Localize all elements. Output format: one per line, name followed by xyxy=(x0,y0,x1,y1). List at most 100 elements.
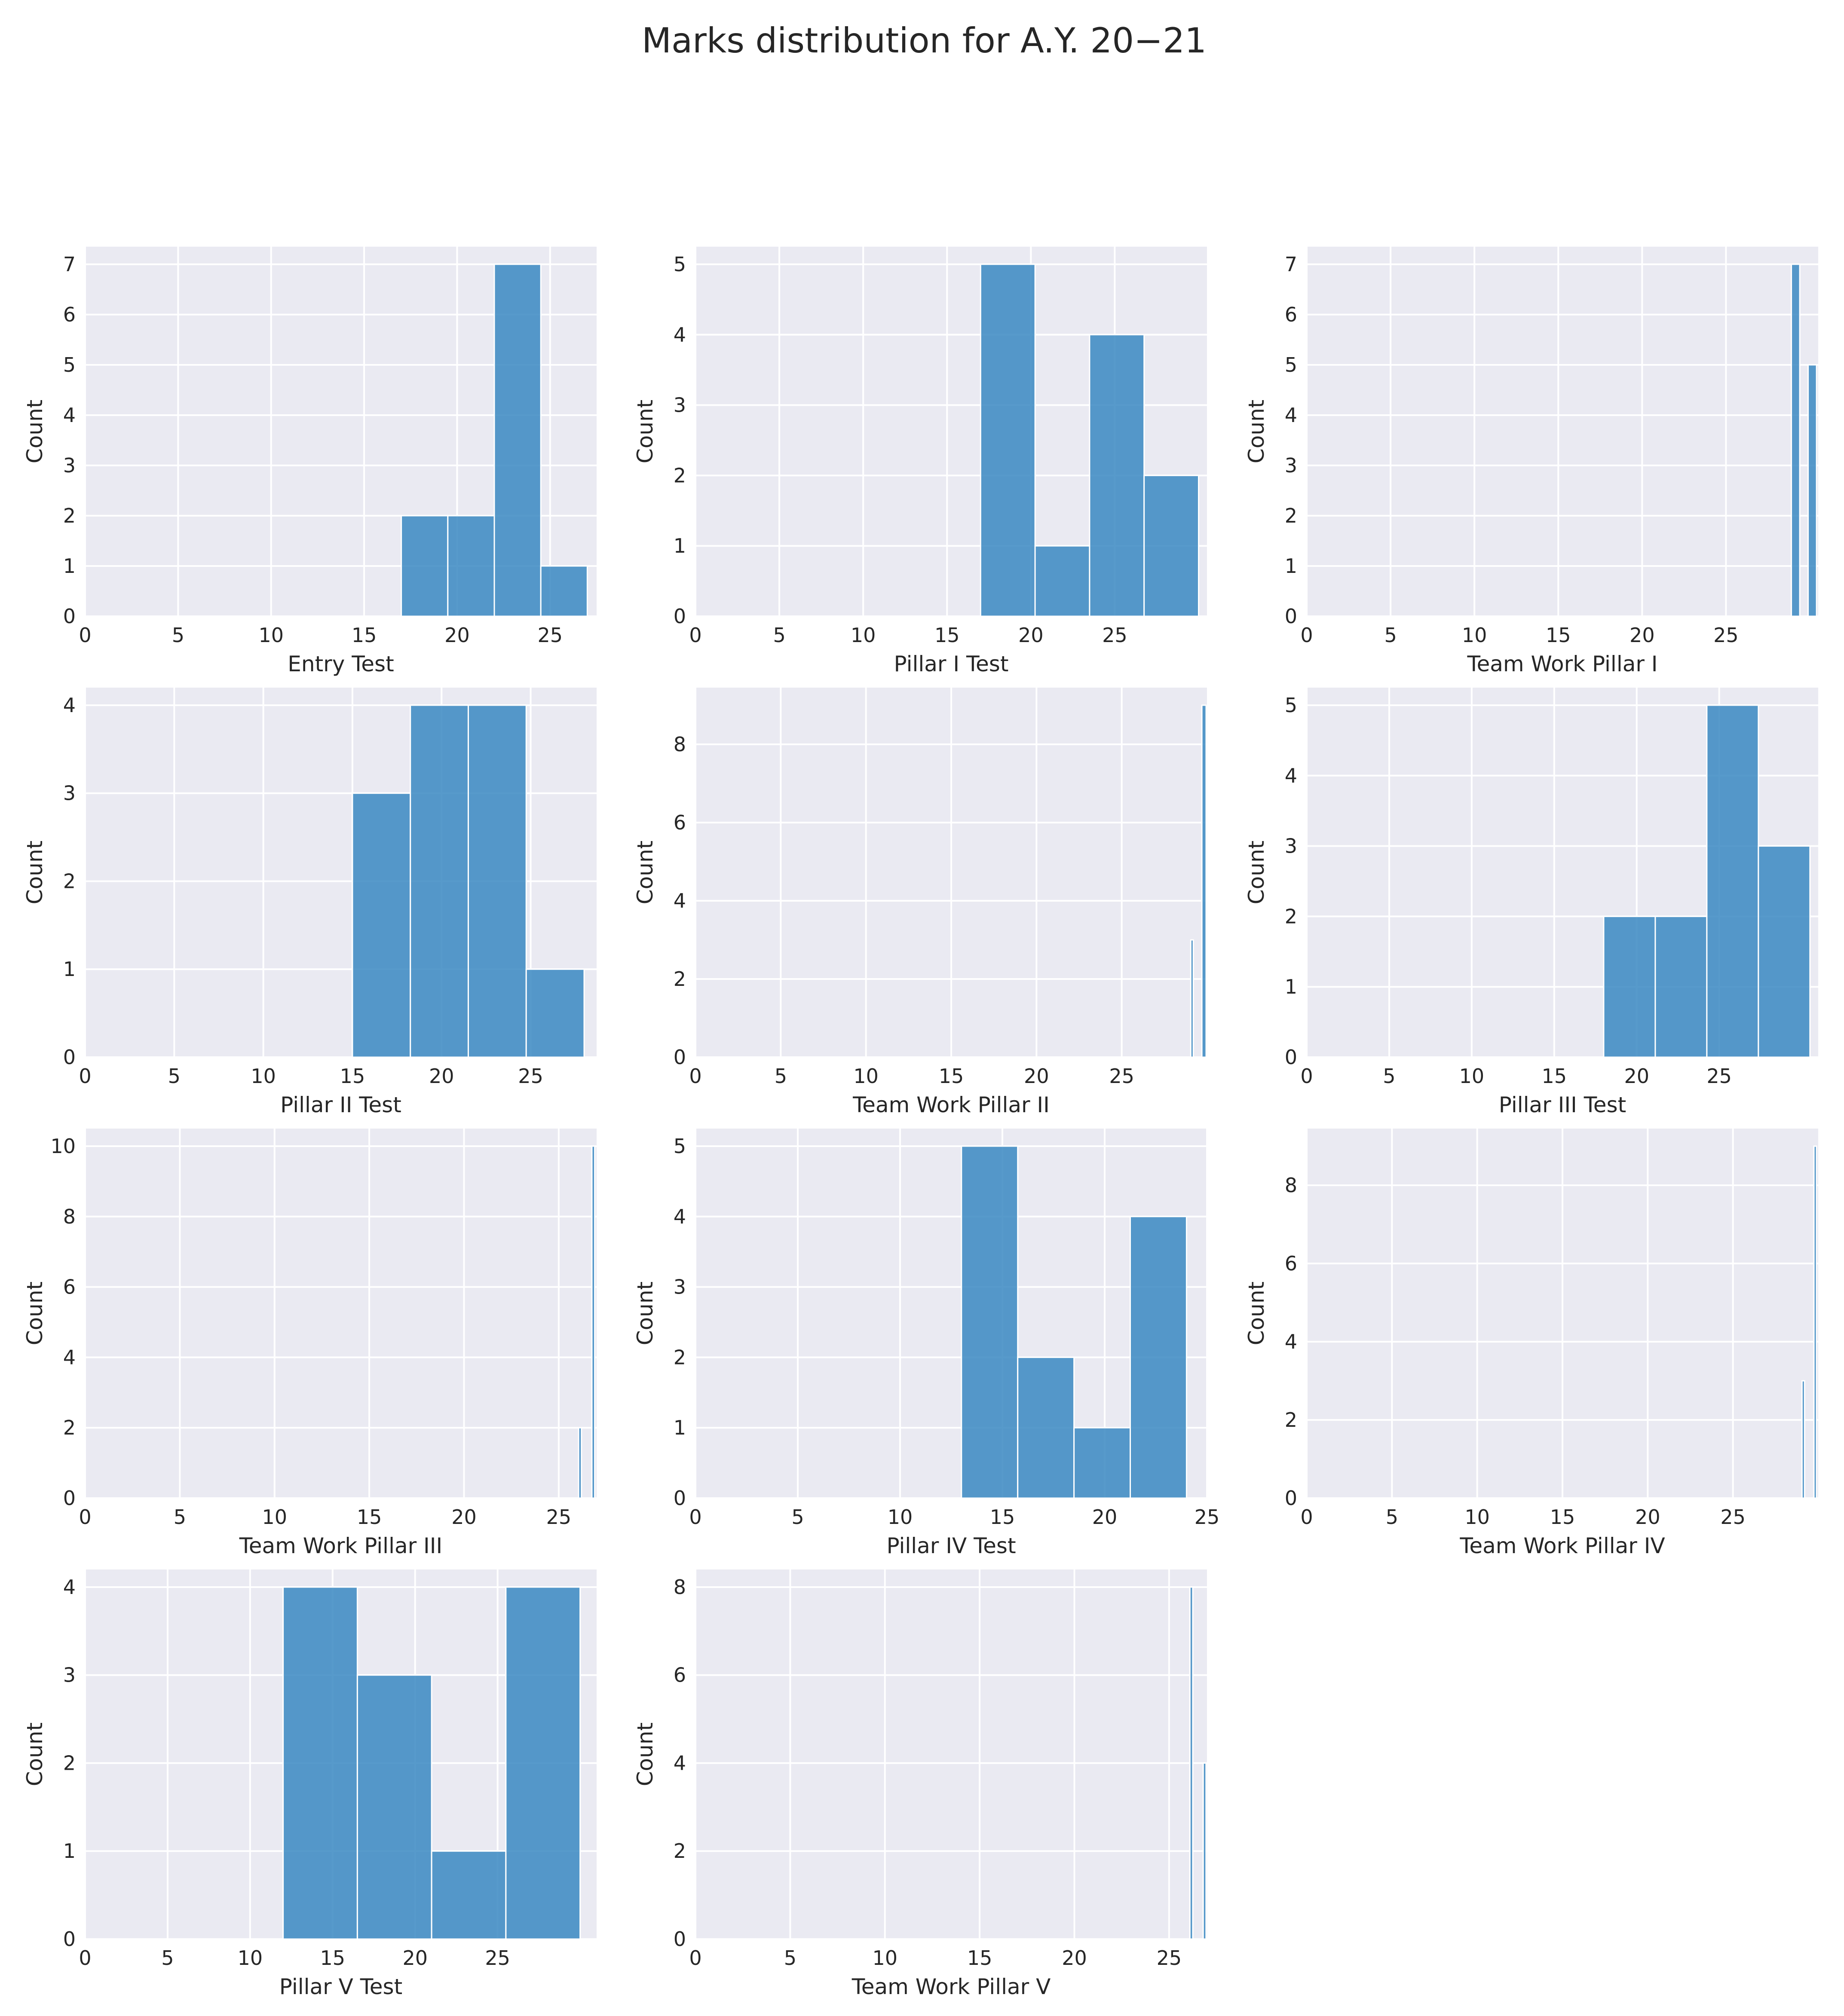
x-tick-label: 15 xyxy=(990,1505,1015,1529)
y-tick-label: 2 xyxy=(63,869,76,893)
histogram-bar xyxy=(1017,1356,1075,1499)
histogram-bar xyxy=(505,1586,581,1940)
x-tick-label: 20 xyxy=(1624,1065,1649,1088)
y-tick-label: 3 xyxy=(674,1276,686,1299)
x-tick-label: 5 xyxy=(1386,1505,1398,1529)
x-tick-label: 0 xyxy=(1300,1065,1313,1088)
x-tick-label: 10 xyxy=(238,1946,263,1970)
histogram-bar xyxy=(961,1145,1019,1499)
x-axis-label: Team Work Pillar V xyxy=(852,1974,1051,1999)
histogram-bar xyxy=(1758,845,1811,1058)
y-tick-label: 6 xyxy=(63,1276,76,1299)
x-tick-label: 25 xyxy=(518,1065,543,1088)
y-tick-label: 2 xyxy=(674,1839,686,1863)
y-tick-label: 0 xyxy=(63,605,76,628)
x-tick-label: 15 xyxy=(320,1946,346,1970)
x-tick-label: 5 xyxy=(161,1946,174,1970)
histogram-bar xyxy=(1202,1762,1207,1940)
x-tick-label: 25 xyxy=(1720,1505,1746,1529)
y-tick-label: 0 xyxy=(63,1487,76,1510)
histogram-bar xyxy=(1034,545,1090,617)
y-axis-label: Count xyxy=(22,841,47,905)
histogram-bar xyxy=(1807,364,1817,617)
histogram-bar xyxy=(282,1586,358,1940)
y-tick-label: 0 xyxy=(1285,1046,1297,1069)
x-tick-label: 20 xyxy=(1018,624,1044,647)
x-tick-label: 5 xyxy=(1384,624,1397,647)
x-tick-label: 25 xyxy=(1195,1505,1220,1529)
x-tick-label: 20 xyxy=(1635,1505,1660,1529)
y-tick-label: 0 xyxy=(1285,1487,1297,1510)
y-axis-label: Count xyxy=(22,400,47,464)
x-axis-label: Pillar II Test xyxy=(280,1092,401,1117)
y-tick-label: 1 xyxy=(63,554,76,578)
histogram-bar xyxy=(1813,1145,1817,1499)
y-tick-label: 0 xyxy=(1285,605,1297,628)
histogram-bar xyxy=(1190,939,1194,1058)
y-axis-label: Count xyxy=(1244,400,1269,464)
histogram-bar xyxy=(1130,1216,1187,1499)
x-tick-label: 0 xyxy=(1300,1505,1313,1529)
x-axis-label: Pillar IV Test xyxy=(886,1533,1016,1558)
y-axis-label: Count xyxy=(633,1722,658,1787)
y-tick-label: 6 xyxy=(674,1664,686,1687)
y-axis-label: Count xyxy=(633,400,658,464)
y-tick-label: 4 xyxy=(1285,404,1297,427)
x-axis-label: Team Work Pillar II xyxy=(852,1092,1050,1117)
subplot-pillar-i-test: 0 5 10 15 20 25 0 1 2 3 4 5 Pillar I Test Count xyxy=(633,247,1207,676)
y-tick-label: 5 xyxy=(674,253,686,276)
x-tick-label: 25 xyxy=(1713,624,1739,647)
y-tick-label: 4 xyxy=(63,1575,76,1599)
x-tick-label: 20 xyxy=(1630,624,1655,647)
y-tick-label: 1 xyxy=(674,1416,686,1439)
y-axis-label: Count xyxy=(633,1282,658,1346)
x-tick-label: 0 xyxy=(79,1505,91,1529)
x-tick-label: 20 xyxy=(429,1065,454,1088)
y-axis-label: Count xyxy=(1244,841,1269,905)
histogram-bar xyxy=(525,968,585,1058)
y-tick-label: 3 xyxy=(1285,454,1297,477)
y-tick-label: 4 xyxy=(674,1205,686,1228)
x-tick-label: 5 xyxy=(174,1505,186,1529)
plot-area xyxy=(695,1569,1207,1939)
histogram-bar xyxy=(356,1674,432,1940)
x-axis-label: Entry Test xyxy=(288,652,394,676)
y-tick-label: 4 xyxy=(1285,764,1297,787)
x-tick-label: 15 xyxy=(340,1065,365,1088)
x-tick-label: 0 xyxy=(79,624,91,647)
y-tick-label: 8 xyxy=(1285,1174,1297,1197)
x-tick-label: 25 xyxy=(1102,624,1127,647)
x-tick-label: 0 xyxy=(689,1505,701,1529)
y-axis-label: Count xyxy=(22,1722,47,1787)
x-tick-label: 25 xyxy=(485,1946,510,1970)
y-axis-label: Count xyxy=(22,1282,47,1346)
x-tick-label: 5 xyxy=(784,1946,796,1970)
subplot-pillar-iii-test: 0 5 10 15 20 25 0 1 2 3 4 5 Pillar III Test Count xyxy=(1244,688,1818,1117)
x-tick-label: 20 xyxy=(444,624,470,647)
y-tick-label: 3 xyxy=(63,1664,76,1687)
histogram-bar xyxy=(352,792,411,1058)
x-axis-label: Pillar I Test xyxy=(894,652,1009,676)
x-tick-label: 5 xyxy=(791,1505,804,1529)
x-tick-label: 20 xyxy=(1092,1505,1118,1529)
y-tick-label: 6 xyxy=(674,811,686,834)
y-tick-label: 5 xyxy=(63,353,76,376)
y-tick-label: 2 xyxy=(674,1346,686,1369)
y-tick-label: 4 xyxy=(63,694,76,717)
y-tick-label: 2 xyxy=(674,967,686,991)
subplot-team-work-pillar-iii: 0 5 10 15 20 25 0 2 4 6 8 10 Team Work Pillar III Cou… xyxy=(22,1129,597,1558)
x-tick-label: 0 xyxy=(689,1065,701,1088)
x-tick-label: 10 xyxy=(872,1946,897,1970)
histogram-bar xyxy=(1073,1427,1131,1499)
y-tick-label: 6 xyxy=(1285,303,1297,326)
x-tick-label: 5 xyxy=(1383,1065,1395,1088)
y-tick-label: 1 xyxy=(63,1839,76,1863)
x-tick-label: 20 xyxy=(1024,1065,1049,1088)
y-tick-label: 3 xyxy=(674,394,686,417)
histogram-bar xyxy=(493,263,542,617)
y-tick-label: 1 xyxy=(1285,975,1297,998)
y-tick-label: 0 xyxy=(674,1046,686,1069)
x-tick-label: 10 xyxy=(888,1505,913,1529)
y-tick-label: 3 xyxy=(1285,835,1297,858)
